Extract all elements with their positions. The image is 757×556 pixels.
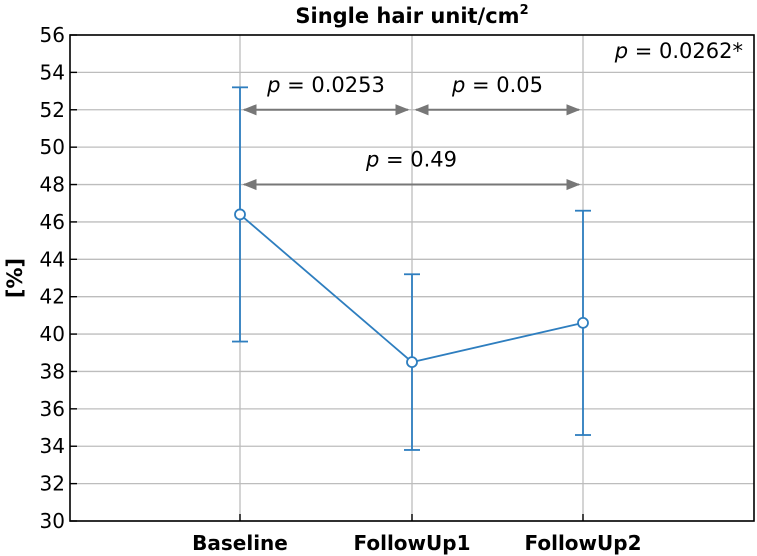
y-tick-label: 40 [40, 322, 65, 346]
chart-title-superscript: 2 [520, 3, 529, 18]
y-axis-label: [%] [3, 258, 27, 298]
x-tick-label: FollowUp1 [354, 531, 471, 555]
p-value-label: p = 0.05 [451, 73, 543, 97]
data-point [577, 316, 589, 329]
x-axis-ticks: Baseline FollowUp1 FollowUp2 [192, 514, 642, 555]
y-tick-label: 56 [40, 23, 65, 47]
x-tick-label: Baseline [192, 531, 288, 555]
y-tick-label: 32 [40, 472, 65, 496]
chart-title-text: Single hair unit/cm [295, 4, 519, 28]
y-tick-label: 46 [40, 210, 65, 234]
y-tick-label: 34 [40, 434, 65, 458]
data-point [406, 356, 418, 369]
data-point [234, 208, 246, 221]
x-tick-label: FollowUp2 [525, 531, 642, 555]
annotations: p = 0.0253 p = 0.05 p = 0.49 p = 0.0262* [266, 39, 743, 172]
chart-title: Single hair unit/cm2 [295, 3, 528, 28]
y-tick-label: 44 [40, 247, 65, 271]
y-tick-label: 30 [40, 509, 65, 533]
significance-brackets [242, 104, 581, 191]
data-series [232, 86, 591, 451]
overall-p-value: p = 0.0262* [614, 39, 743, 63]
p-value-label: p = 0.49 [365, 148, 457, 172]
p-value-label: p = 0.0253 [266, 73, 385, 97]
y-tick-label: 52 [40, 98, 65, 122]
y-tick-label: 36 [40, 397, 65, 421]
y-tick-label: 38 [40, 359, 65, 383]
y-axis-ticks: 30 32 34 36 38 40 42 44 46 48 50 52 54 56 [40, 23, 77, 533]
y-tick-label: 42 [40, 285, 65, 309]
y-tick-label: 48 [40, 173, 65, 197]
y-tick-label: 50 [40, 135, 65, 159]
y-tick-label: 54 [40, 60, 65, 84]
